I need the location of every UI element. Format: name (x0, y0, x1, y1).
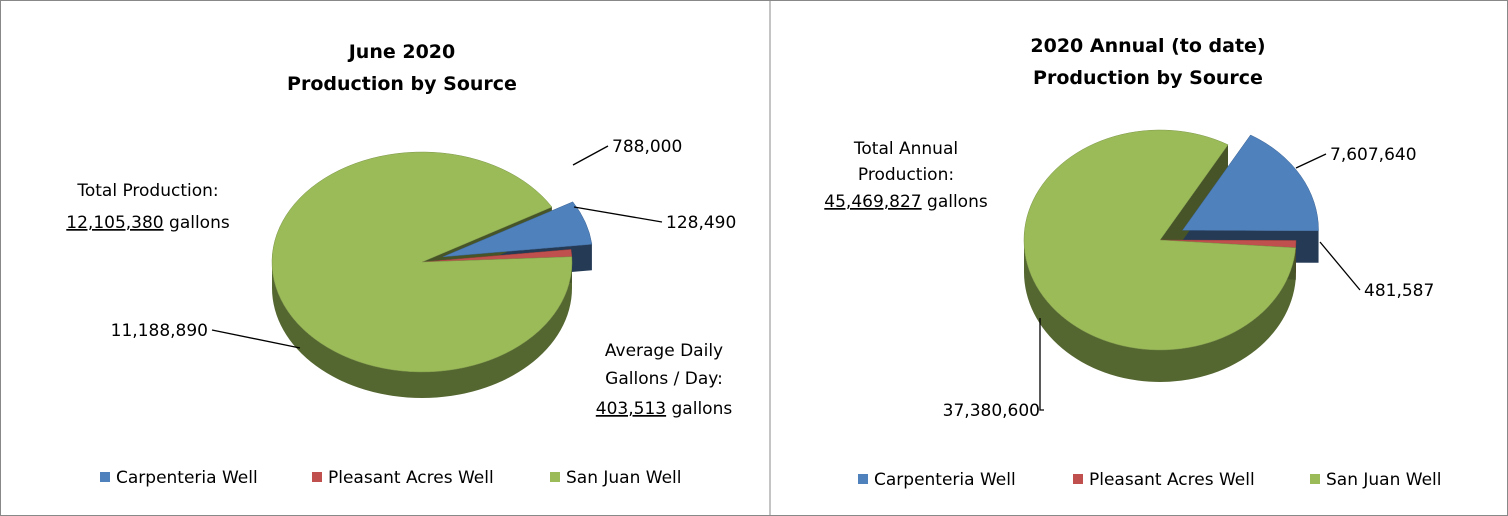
legend-label: Pleasant Acres Well (328, 468, 494, 488)
legend-swatch (858, 474, 868, 484)
data-label: 481,587 (1364, 281, 1434, 301)
pie-slice (271, 151, 573, 373)
annotation: Total Production: (76, 181, 218, 201)
data-label: 11,188,890 (111, 321, 208, 341)
legend-swatch (1310, 474, 1320, 484)
pie-slice-side (272, 262, 572, 398)
chart-subtitle: Production by Source (287, 73, 517, 95)
annotation: Gallons / Day: (605, 369, 723, 389)
data-label: 128,490 (666, 213, 736, 233)
legend-swatch (550, 472, 560, 482)
leader-line (1295, 153, 1327, 169)
leader-line (1319, 241, 1361, 291)
data-label: 37,380,600 (943, 401, 1040, 421)
chart-subtitle: Production by Source (1033, 67, 1263, 89)
annotation: gallons (927, 192, 988, 212)
annotation: 12,105,380 (66, 213, 163, 233)
chart-title: 2020 Annual (to date) (1030, 35, 1265, 57)
legend-swatch (100, 472, 110, 482)
annotation: gallons (672, 399, 733, 419)
data-label: 7,607,640 (1330, 145, 1417, 165)
pie-slice (1023, 129, 1296, 351)
legend-label: Carpenteria Well (116, 468, 258, 488)
leader-line (573, 206, 663, 223)
annotation: Average Daily (605, 341, 723, 361)
annotation: Production: (858, 165, 954, 185)
legend-label: San Juan Well (566, 468, 682, 488)
leader-line (211, 329, 301, 349)
legend-swatch (312, 472, 322, 482)
leader-line (572, 145, 609, 166)
legend-label: San Juan Well (1326, 470, 1442, 490)
annotation: 403,513 (596, 399, 666, 419)
legend-swatch (1073, 474, 1083, 484)
annotation: 403,513 gallons (596, 399, 733, 419)
annotation: Total Annual (853, 139, 958, 159)
chart-title: June 2020 (347, 41, 456, 63)
legend-label: Carpenteria Well (874, 470, 1016, 490)
pie-slice (1182, 134, 1319, 231)
annotation: 45,469,827 (824, 192, 921, 212)
pie-slice-side (1024, 240, 1296, 382)
leader-line (1039, 318, 1044, 411)
annotation: gallons (169, 213, 230, 233)
annotation: 12,105,380 gallons (66, 213, 230, 233)
pie-slice (442, 201, 593, 258)
annotation: 45,469,827 gallons (824, 192, 988, 212)
legend-label: Pleasant Acres Well (1089, 470, 1255, 490)
data-label: 788,000 (612, 137, 682, 157)
